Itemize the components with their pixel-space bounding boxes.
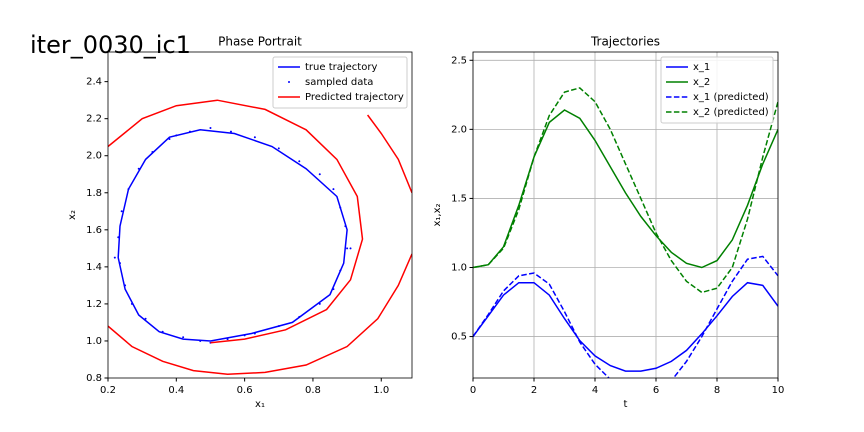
y-axis-label: x₁,x₂ [432, 203, 443, 226]
legend-marker [288, 81, 290, 83]
series-line [473, 281, 778, 372]
data-point [175, 134, 178, 137]
data-point [339, 206, 342, 209]
data-point [137, 167, 140, 170]
plot-area [108, 99, 412, 376]
legend-label: true trajectory [305, 62, 377, 73]
legend-box [272, 56, 408, 109]
x-tick-label: 4 [592, 385, 598, 396]
series-line [108, 99, 412, 376]
data-point [124, 284, 127, 287]
legend-label: x_1 (predicted) [693, 92, 769, 103]
y-tick-label: 1.6 [86, 225, 102, 236]
series-line [473, 87, 778, 294]
x-tick-label: 0.4 [168, 385, 184, 396]
data-point [344, 225, 347, 228]
subplot-title: Phase Portrait [218, 35, 302, 49]
data-point [113, 256, 116, 259]
legend: x_1 x_2 x_1 (predicted) x_2 (predicted) [660, 56, 774, 124]
x-tick-label: 2 [531, 385, 537, 396]
data-point [168, 138, 171, 141]
legend-label: x_2 [693, 77, 710, 88]
x-tick-label: 1.0 [373, 385, 389, 396]
x-tick-label: 10 [772, 385, 785, 396]
data-point [182, 336, 185, 339]
data-point [229, 130, 232, 133]
data-point [346, 247, 349, 250]
y-tick-label: 1.5 [451, 193, 467, 204]
data-point [349, 247, 352, 250]
data-point [226, 338, 229, 341]
subplot: 0.2 0.4 0.6 0.8 1.0 0.8 1.0 1.2 1.4 1.6 1.8 2.0 2.2 2… [67, 35, 413, 410]
x-tick-label: 0.2 [100, 385, 116, 396]
x-tick-label: 8 [714, 385, 720, 396]
y-axis-label: x₂ [67, 210, 78, 220]
y-tick-label: 1.0 [451, 262, 467, 273]
data-point [118, 262, 121, 265]
y-tick-label: 1.2 [86, 299, 102, 310]
plot-area [473, 87, 778, 378]
axes-frame [472, 51, 779, 379]
legend-label: Predicted trajectory [305, 92, 404, 103]
subplot: 0 2 4 6 8 10 0.5 1.0 1.5 2.0 2.5 Trajectories t x₁,x₂… [432, 35, 784, 411]
y-tick-label: 1.4 [86, 262, 102, 273]
subplot-title: Trajectories [590, 35, 660, 49]
y-tick-label: 2.5 [451, 55, 467, 66]
data-point [339, 269, 342, 272]
data-point [277, 147, 280, 150]
data-point [332, 288, 335, 291]
data-point [243, 334, 246, 337]
y-tick-label: 2.0 [86, 151, 102, 162]
data-point [332, 188, 335, 191]
data-point [117, 236, 120, 239]
data-point [318, 302, 321, 305]
data-point [253, 136, 256, 139]
y-tick-label: 0.8 [86, 373, 102, 384]
x-tick-label: 0.8 [305, 385, 321, 396]
legend-label: x_2 (predicted) [693, 107, 769, 118]
legend: true trajectory sampled data Predicted tra… [272, 56, 408, 109]
legend-label: sampled data [305, 77, 373, 88]
legend-box [660, 56, 774, 124]
series-line [473, 255, 778, 378]
y-tick-label: 2.0 [451, 124, 467, 135]
data-point [127, 188, 130, 191]
data-point [130, 302, 133, 305]
x-axis-label: x₁ [255, 399, 265, 410]
data-point [298, 315, 301, 318]
data-point [277, 325, 280, 328]
data-point [199, 339, 202, 342]
y-tick-label: 2.4 [86, 77, 102, 88]
x-axis-label: t [624, 399, 628, 410]
data-point [144, 317, 147, 320]
data-point [298, 160, 301, 163]
y-tick-label: 0.5 [451, 332, 467, 343]
data-point [188, 130, 191, 133]
y-tick-label: 2.2 [86, 114, 102, 125]
data-point [161, 330, 164, 333]
legend-label: x_1 [693, 62, 710, 73]
axes-frame [107, 51, 413, 379]
data-point [253, 332, 256, 335]
x-tick-label: 0 [470, 385, 476, 396]
series-line [117, 129, 348, 342]
y-tick-label: 1.0 [86, 336, 102, 347]
x-tick-label: 0.6 [237, 385, 253, 396]
x-tick-label: 6 [653, 385, 659, 396]
series-line [473, 109, 778, 269]
data-point [318, 173, 321, 176]
data-point [151, 151, 154, 154]
figure-title: iter_0030_ic1 [30, 31, 191, 59]
data-point [209, 126, 212, 129]
y-tick-label: 1.8 [86, 188, 102, 199]
data-point [120, 210, 123, 213]
